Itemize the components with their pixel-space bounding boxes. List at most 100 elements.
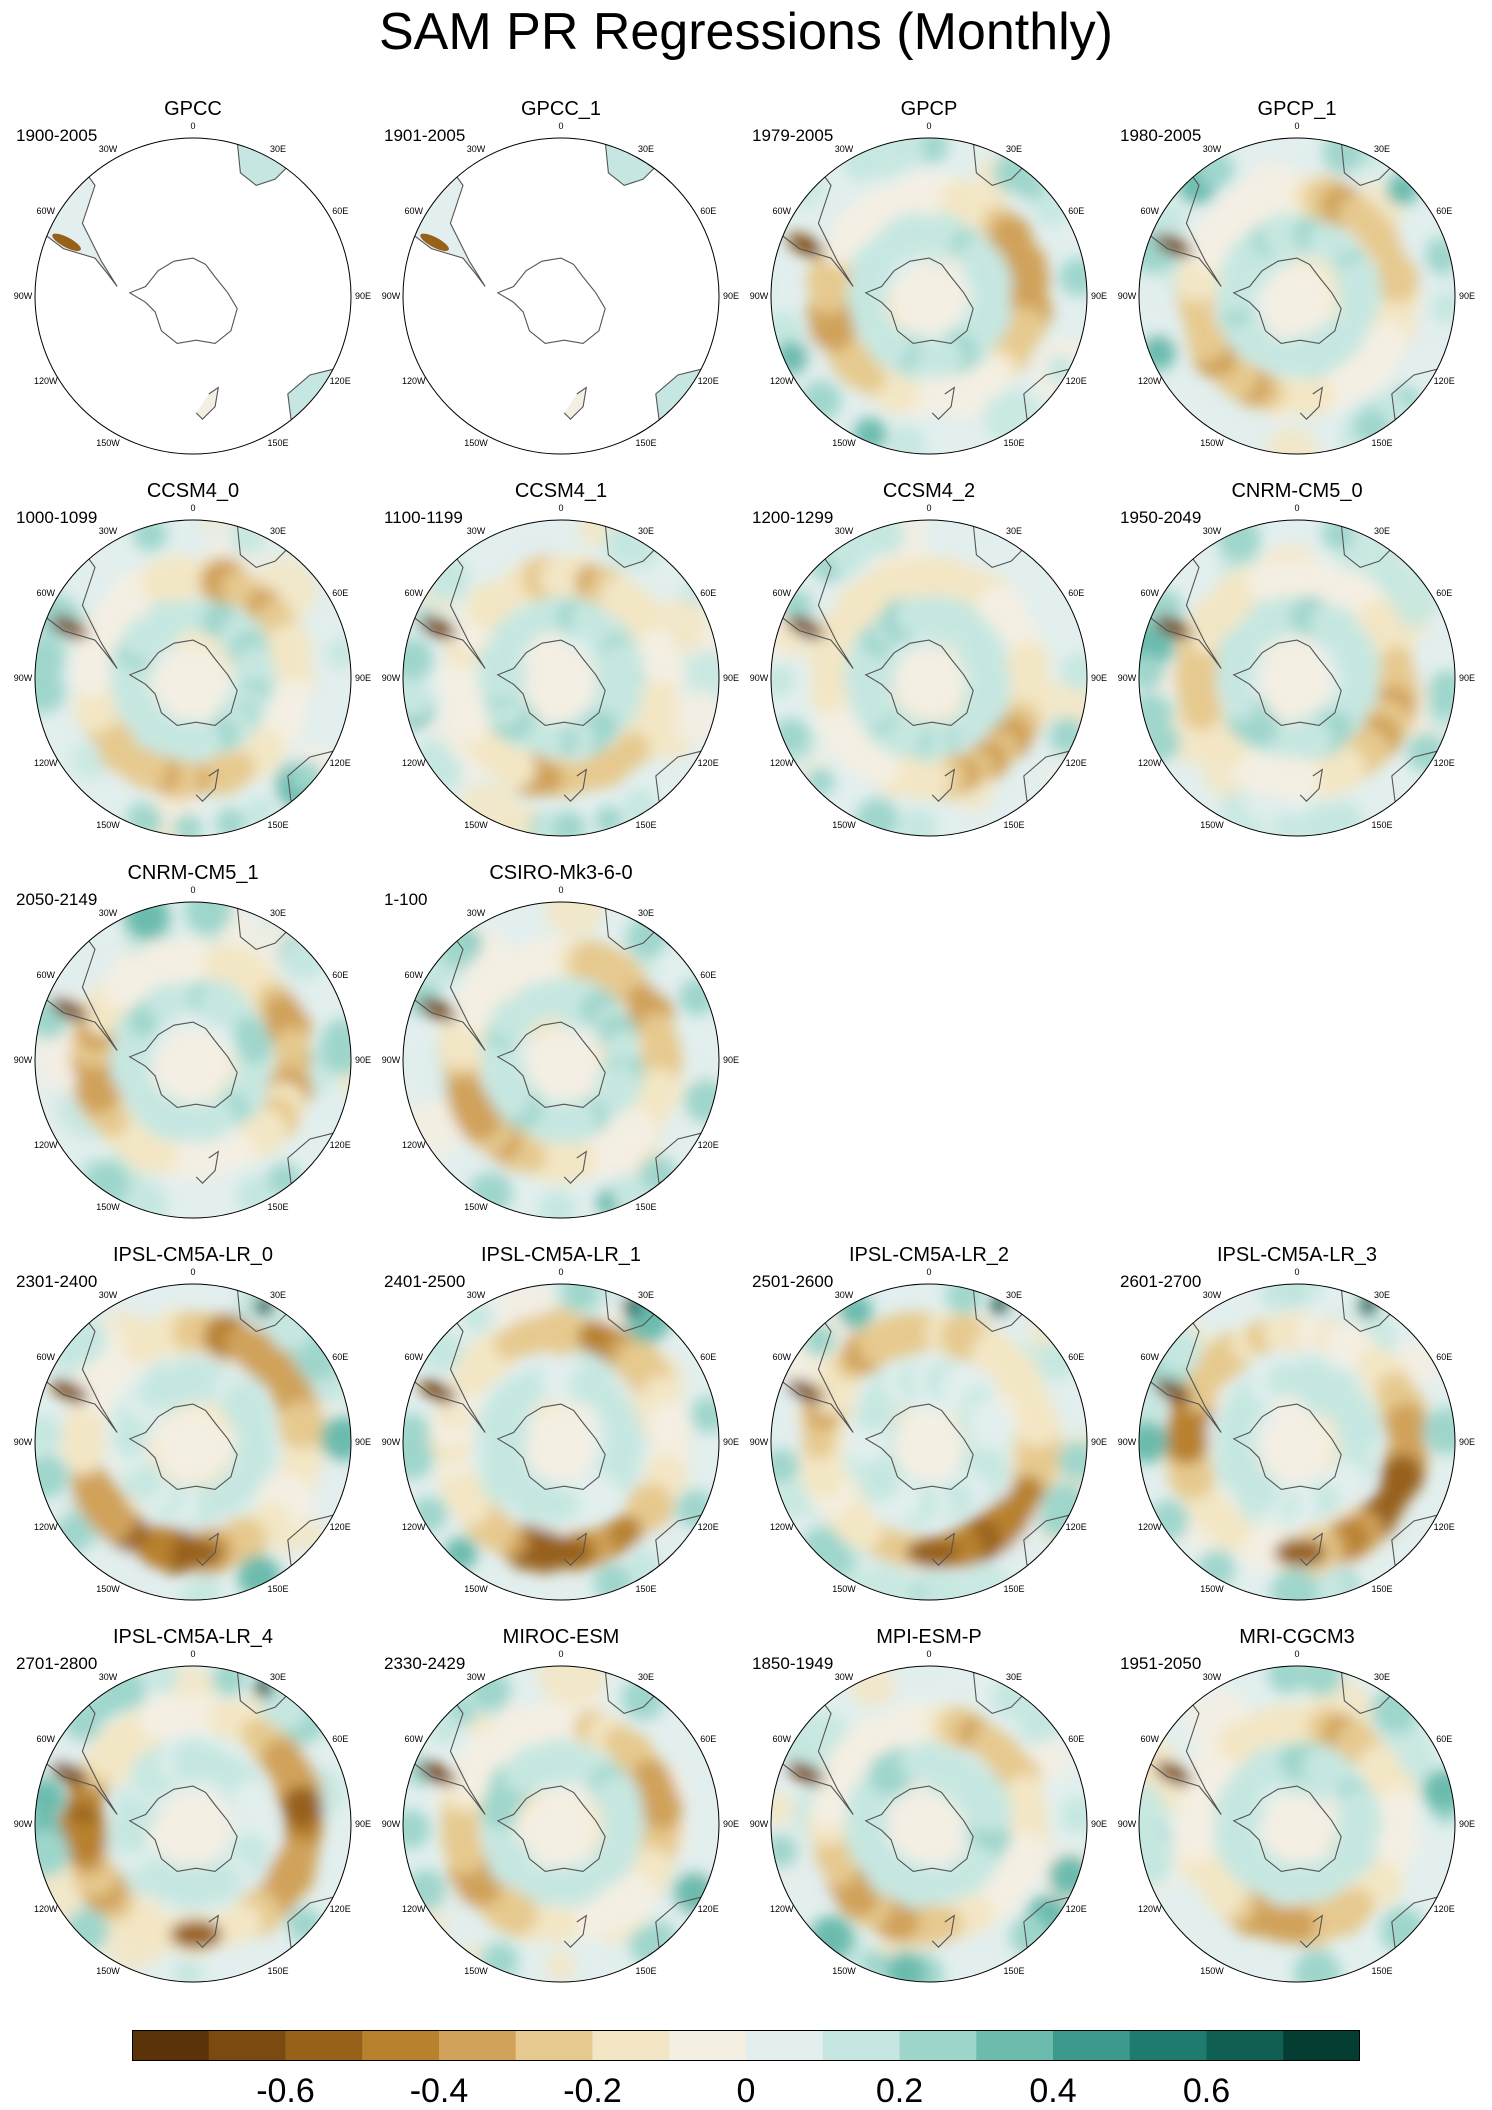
longitude-label: 60E [700, 1352, 716, 1362]
colorbar-tick-label: 0 [737, 2072, 756, 2108]
map-panel: 030E60E90E120E150E180150W120W90W60W30WCN… [8, 862, 378, 1222]
longitude-label: 150W [96, 820, 120, 830]
longitude-label: 120E [698, 376, 719, 386]
longitude-label: 120E [1434, 758, 1455, 768]
longitude-label: 150W [464, 1966, 488, 1976]
longitude-label: 150E [1371, 820, 1392, 830]
map-panel: 030E60E90E120E150E180150W120W90W60W30WIP… [1112, 1244, 1482, 1604]
panel-title: GPCC_1 [520, 98, 602, 120]
longitude-label: 30W [1203, 144, 1222, 154]
panel-title: CSIRO-Mk3-6-0 [489, 862, 633, 884]
longitude-label: 120E [330, 758, 351, 768]
longitude-label: 90W [14, 1819, 33, 1829]
panel-period: 2401-2500 [384, 1272, 466, 1291]
polar-map: 030E60E90E120E150E180150W120W90W60W30W [750, 1267, 1107, 1601]
colorbar-swatch [132, 2030, 210, 2060]
longitude-label: 120W [770, 1904, 794, 1914]
panel-period: 1980-2005 [1120, 126, 1202, 145]
longitude-label: 60W [773, 588, 792, 598]
longitude-label: 150E [267, 1966, 288, 1976]
longitude-label: 90E [1459, 673, 1475, 683]
longitude-label: 90W [1118, 1819, 1137, 1829]
longitude-label: 90W [750, 1437, 769, 1447]
longitude-label: 30E [270, 526, 286, 536]
longitude-label: 150W [832, 1966, 856, 1976]
longitude-label: 90E [723, 1437, 739, 1447]
longitude-label: 30E [638, 144, 654, 154]
longitude-label: 150E [1003, 1584, 1024, 1594]
longitude-label: 0 [558, 121, 563, 131]
longitude-label: 150W [1200, 438, 1224, 448]
longitude-label: 150E [635, 1966, 656, 1976]
longitude-label: 150E [1371, 1584, 1392, 1594]
longitude-label: 120E [698, 1904, 719, 1914]
longitude-label: 30E [1006, 144, 1022, 154]
longitude-label: 90E [1091, 673, 1107, 683]
longitude-label: 30E [1374, 1290, 1390, 1300]
longitude-label: 150W [464, 1584, 488, 1594]
longitude-label: 90W [382, 291, 401, 301]
longitude-label: 0 [926, 1649, 931, 1659]
longitude-label: 90E [723, 1819, 739, 1829]
colorbar-swatch [285, 2030, 363, 2060]
polar-map: 030E60E90E120E150E180150W120W90W60W30W [14, 885, 371, 1219]
longitude-label: 60W [1141, 588, 1160, 598]
polar-map: 030E60E90E120E150E180150W120W90W60W30W [14, 1649, 371, 1983]
map-panel: 030E60E90E120E150E180150W120W90W60W30WMR… [1112, 1626, 1482, 1986]
longitude-label: 60E [332, 206, 348, 216]
colorbar-tick-label: -0.6 [256, 2072, 315, 2108]
longitude-label: 90E [1091, 1819, 1107, 1829]
longitude-label: 120W [770, 1522, 794, 1532]
panel-title: CNRM-CM5_1 [127, 862, 259, 884]
longitude-label: 30W [467, 908, 486, 918]
panel-period: 2301-2400 [16, 1272, 98, 1291]
longitude-label: 30W [467, 144, 486, 154]
longitude-label: 0 [190, 1649, 195, 1659]
longitude-label: 120W [1138, 1522, 1162, 1532]
longitude-label: 90E [723, 673, 739, 683]
longitude-label: 90E [723, 291, 739, 301]
panel-title: GPCP_1 [1257, 98, 1337, 120]
map-panel: 030E60E90E120E150E180150W120W90W60W30WCS… [376, 862, 746, 1222]
longitude-label: 30E [638, 526, 654, 536]
longitude-label: 90W [1118, 291, 1137, 301]
longitude-label: 0 [1294, 1267, 1299, 1277]
map-panel: 030E60E90E120E150E180150W120W90W60W30WGP… [1112, 98, 1482, 458]
longitude-label: 60E [700, 1734, 716, 1744]
longitude-label: 60W [773, 206, 792, 216]
map-panel: 030E60E90E120E150E180150W120W90W60W30WMP… [744, 1626, 1114, 1986]
longitude-label: 150W [1200, 1966, 1224, 1976]
longitude-label: 150E [635, 1584, 656, 1594]
longitude-label: 30W [1203, 1290, 1222, 1300]
longitude-label: 30E [1374, 526, 1390, 536]
longitude-label: 90W [750, 673, 769, 683]
longitude-label: 150E [635, 820, 656, 830]
longitude-label: 120W [34, 1140, 58, 1150]
panel-title: GPCC [164, 98, 222, 120]
longitude-label: 60E [1068, 588, 1084, 598]
longitude-label: 0 [190, 503, 195, 513]
colorbar-swatch [439, 2030, 517, 2060]
longitude-label: 90W [382, 1437, 401, 1447]
longitude-label: 150E [635, 438, 656, 448]
longitude-label: 90E [1459, 1819, 1475, 1829]
colorbar-swatch [1053, 2030, 1131, 2060]
longitude-label: 90W [14, 673, 33, 683]
map-panel: 030E60E90E120E150E180150W120W90W60W30WIP… [744, 1244, 1114, 1604]
longitude-label: 120E [1434, 376, 1455, 386]
longitude-label: 0 [926, 503, 931, 513]
longitude-label: 60E [1436, 206, 1452, 216]
longitude-label: 120W [1138, 1904, 1162, 1914]
panel-title: IPSL-CM5A-LR_3 [1216, 1244, 1378, 1266]
longitude-label: 90E [355, 1819, 371, 1829]
map-panel: 030E60E90E120E150E180150W120W90W60W30WGP… [376, 98, 746, 458]
polar-map: 030E60E90E120E150E180150W120W90W60W30W [382, 503, 739, 837]
panel-title: CCSM4_0 [146, 480, 240, 502]
panel-period: 1951-2050 [1120, 1654, 1202, 1673]
map-panel: 030E60E90E120E150E180150W120W90W60W30WIP… [376, 1244, 746, 1604]
longitude-label: 60W [405, 588, 424, 598]
longitude-label: 120E [1434, 1522, 1455, 1532]
longitude-label: 150W [464, 1202, 488, 1212]
longitude-label: 90E [1091, 291, 1107, 301]
longitude-label: 150W [464, 438, 488, 448]
